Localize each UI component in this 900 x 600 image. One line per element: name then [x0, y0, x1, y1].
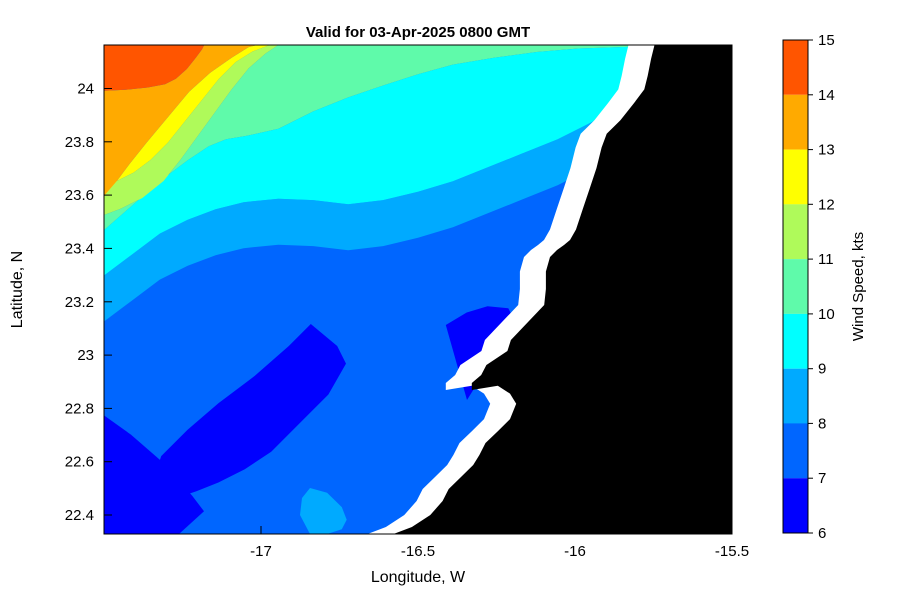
svg-text:-15.5: -15.5 [715, 543, 749, 560]
svg-text:Wind Speed, kts: Wind Speed, kts [850, 232, 867, 341]
svg-text:7: 7 [818, 470, 826, 487]
svg-text:22.6: 22.6 [65, 454, 94, 471]
svg-text:14: 14 [818, 87, 835, 104]
svg-text:22.8: 22.8 [65, 400, 94, 417]
svg-text:Latitude, N: Latitude, N [9, 251, 26, 328]
svg-text:22.4: 22.4 [65, 507, 94, 524]
svg-text:23.2: 23.2 [65, 294, 94, 311]
svg-text:11: 11 [818, 251, 834, 268]
svg-text:-16: -16 [564, 543, 586, 560]
svg-text:Valid for 03-Apr-2025 0800 GMT: Valid for 03-Apr-2025 0800 GMT [306, 24, 530, 41]
svg-text:13: 13 [818, 142, 835, 159]
svg-text:15: 15 [818, 32, 835, 49]
svg-text:-16.5: -16.5 [401, 543, 435, 560]
svg-text:-17: -17 [250, 543, 272, 560]
svg-text:Longitude, W: Longitude, W [371, 569, 466, 586]
svg-text:23.4: 23.4 [65, 240, 94, 257]
svg-text:9: 9 [818, 361, 826, 378]
svg-text:10: 10 [818, 306, 835, 323]
svg-text:6: 6 [818, 525, 826, 542]
svg-text:23.6: 23.6 [65, 187, 94, 204]
svg-text:12: 12 [818, 196, 835, 213]
svg-text:23: 23 [77, 347, 94, 364]
svg-text:8: 8 [818, 415, 826, 432]
svg-text:24: 24 [77, 81, 94, 98]
svg-text:23.8: 23.8 [65, 134, 94, 151]
